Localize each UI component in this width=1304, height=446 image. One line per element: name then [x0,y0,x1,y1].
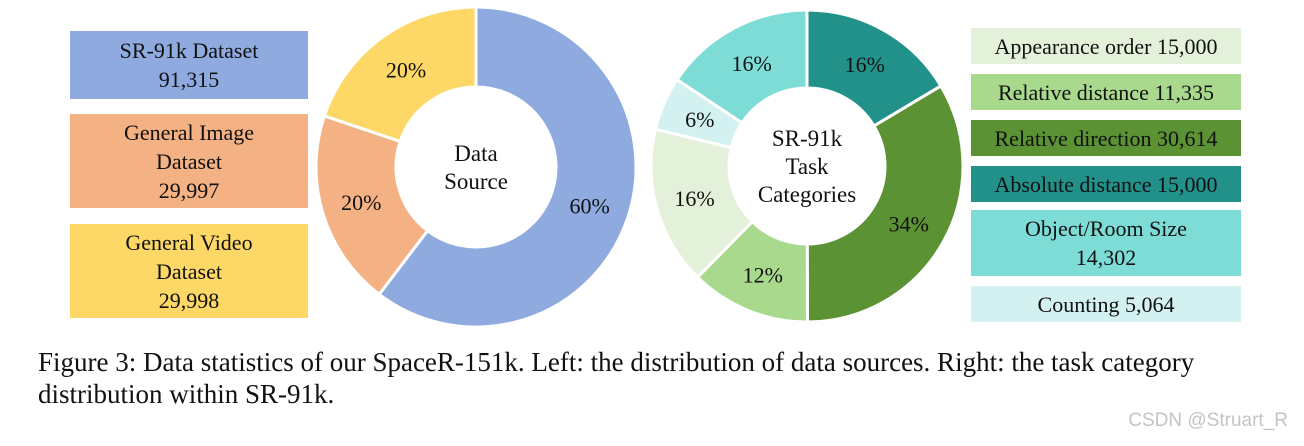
donut-slice [649,127,755,280]
legend-item-task-4: Object/Room Size 14,302 [971,210,1241,276]
legend-text-line: Appearance order 15,000 [994,33,1218,59]
legend-value: 91,315 [158,67,220,92]
slice-percent-label: 16% [732,51,772,76]
slice-percent-label: 20% [386,58,426,83]
slice-percent-label: 16% [845,52,885,77]
donut-slice [805,83,965,324]
legend-text-line: 14,302 [1075,245,1137,270]
watermark: CSDN @Struart_R [1128,410,1288,431]
legend-value: 29,998 [158,287,220,313]
legend-item-task-2: Relative direction 30,614 [971,120,1241,156]
legend-item-task-1: Relative distance 11,335 [971,74,1241,110]
slice-percent-label: 34% [889,212,929,237]
donut-center-label: Task [785,154,829,179]
legend-label-line2: Dataset [156,148,222,174]
legend-item-general-image: General Image Dataset 29,997 [70,114,308,208]
donut-slice [675,8,809,125]
donut-charts: 60% 20% 20% Data Source 16% 34% 12% 16% 6% 16% SR-9… [314,5,965,329]
legend-text-line: Absolute distance 15,000 [994,171,1218,197]
legend-label: General Video [125,229,253,255]
legend-label-line2: Dataset [156,258,222,284]
donut-slice [314,113,430,297]
slice-percent-label: 6% [685,107,714,132]
donut-slice [377,5,638,329]
legend-label: General Image [123,119,255,145]
legend-text-line: Counting 5,064 [1037,291,1175,317]
donut-center-label: Source [444,169,508,194]
legend-item-sr91k: SR-91k Dataset 91,315 [70,31,308,99]
legend-text-line: Relative direction 30,614 [994,125,1218,151]
slice-percent-label: 20% [341,190,381,215]
legend-item-task-0: Appearance order 15,000 [971,28,1241,64]
legend-value: 29,997 [158,177,220,203]
slice-percent-label: 16% [674,186,714,211]
donut-center-label: Categories [758,182,856,207]
slice-percent-label: 12% [743,262,783,287]
legend-label: SR-91k Dataset [119,38,259,63]
legend-item-task-3: Absolute distance 15,000 [971,166,1241,202]
donut-center-label: Data [454,141,497,166]
legend-text-line: Object/Room Size [1025,216,1187,241]
figure-caption: Figure 3: Data statistics of our SpaceR-… [38,347,1195,409]
donut-slice [322,5,478,144]
slice-percent-label: 60% [570,193,610,218]
legend-item-general-video: General Video Dataset 29,998 [70,224,308,318]
legend-text-line: Relative distance 11,335 [997,79,1215,105]
legend-item-task-5: Counting 5,064 [971,286,1241,322]
donut-center-label: SR-91k [772,126,843,151]
donut-slice [805,8,943,129]
